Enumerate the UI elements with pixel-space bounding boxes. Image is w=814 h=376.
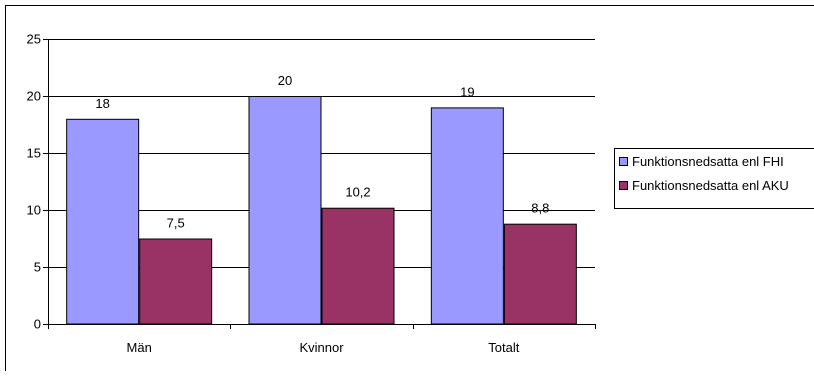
y-tick-label: 25 <box>27 32 41 47</box>
data-label: 19 <box>460 84 474 99</box>
bar-1-män <box>67 119 139 324</box>
y-tick-label: 0 <box>34 317 41 332</box>
data-label: 18 <box>95 96 109 111</box>
legend-label: Funktionsnedsatta enl FHI <box>632 154 784 169</box>
y-tick-label: 15 <box>27 146 41 161</box>
bar-1-totalt <box>431 108 503 324</box>
legend-swatch <box>620 158 628 166</box>
x-tick-label: Män <box>127 340 152 355</box>
data-label: 7,5 <box>167 216 185 231</box>
y-tick-label: 20 <box>27 89 41 104</box>
legend-swatch <box>620 182 628 190</box>
data-label: 20 <box>278 73 292 88</box>
y-tick-label: 5 <box>34 260 41 275</box>
x-tick-label: Kvinnor <box>299 340 344 355</box>
data-label: 8,8 <box>531 201 549 216</box>
legend-label: Funktionsnedsatta enl AKU <box>632 178 789 193</box>
bar-1-kvinnor <box>249 97 321 325</box>
bar-2-kvinnor <box>322 208 394 324</box>
bar-2-män <box>140 239 212 324</box>
x-tick-label: Totalt <box>488 340 519 355</box>
data-label: 10,2 <box>345 185 370 200</box>
bar-2-totalt <box>504 224 576 324</box>
legend: Funktionsnedsatta enl FHI Funktionsnedsat… <box>615 149 814 209</box>
y-tick-label: 10 <box>27 203 41 218</box>
